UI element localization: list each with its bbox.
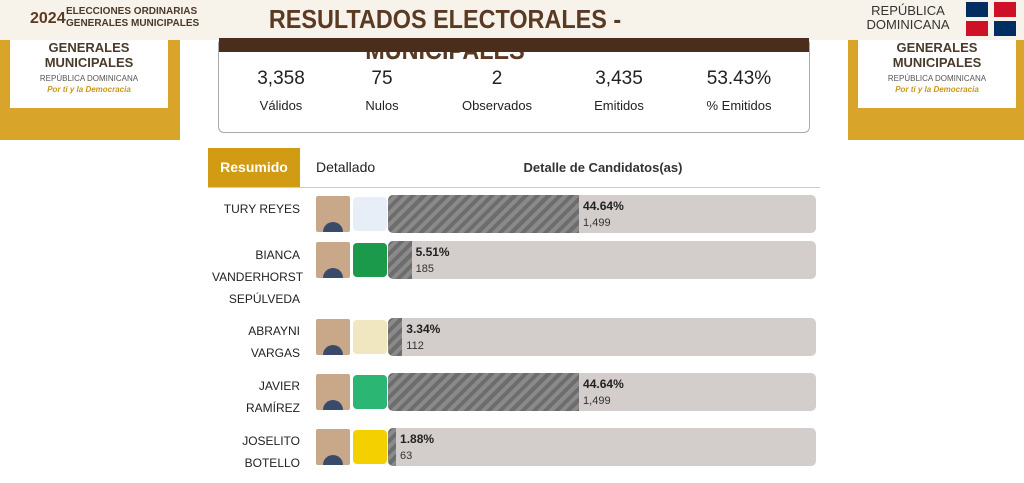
side-slogan: Por ti y la Democracia <box>47 85 131 94</box>
stat-label: % Emitidos <box>706 98 772 113</box>
votes: 112 <box>406 340 424 352</box>
stat-label: Emitidos <box>594 98 644 113</box>
stat: 53.43% % Emitidos <box>679 68 799 113</box>
percent: 1.88% <box>400 432 435 446</box>
result-fill <box>388 241 412 279</box>
votes: 1,499 <box>583 217 611 229</box>
percent: 44.64% <box>583 377 624 391</box>
candidate-photo <box>316 196 350 232</box>
result-fill <box>388 318 403 356</box>
stats-card: 3,358 Válidos 75 Nulos 2 Observados 3,435 Emiti… <box>218 38 810 133</box>
percent: 3.34% <box>406 322 441 336</box>
side-title: GENERALES MUNICIPALES <box>44 40 134 70</box>
side-card: GENERALES MUNICIPALES REPÚBLICA DOMINICA… <box>858 40 1016 108</box>
logo-line: GENERALES MUNICIPALES <box>66 18 200 29</box>
result-fill <box>388 428 397 466</box>
stat-label: Válidos <box>259 98 303 113</box>
card-band <box>219 38 809 52</box>
party-logo <box>353 375 387 409</box>
candidate-photo <box>316 429 350 465</box>
candidate-name: JAVIER RAMÍREZ <box>246 379 300 415</box>
votes: 185 <box>415 263 434 275</box>
section-title: Detalle de Candidatos(as) <box>523 160 683 175</box>
logo-line: ELECCIONES ORDINARIAS <box>66 6 198 17</box>
stat-value: 3,435 <box>595 68 643 89</box>
side-panel: GENERALES MUNICIPALES REPÚBLICA DOMINICA… <box>0 40 180 140</box>
flag <box>966 2 1016 36</box>
percent: 44.64% <box>583 199 624 213</box>
candidate-name: ABRAYNI VARGAS <box>248 324 300 360</box>
stat-label: Observados <box>461 98 533 113</box>
side-subtitle: REPÚBLICA DOMINICANA <box>39 74 139 83</box>
candidate-photo <box>316 319 350 355</box>
result-bar: 3.34% 112 <box>388 318 816 356</box>
side-title: GENERALES MUNICIPALES <box>892 40 982 70</box>
logo-text: ELECCIONES ORDINARIAS GENERALES MUNICIPAL… <box>66 6 199 30</box>
result-bar: 44.64% 1,499 <box>388 373 816 411</box>
party-logo <box>353 243 387 277</box>
stat: 75 Nulos <box>322 68 442 113</box>
side-subtitle: REPÚBLICA DOMINICANA <box>887 74 987 83</box>
result-bar: 44.64% 1,499 <box>388 195 816 233</box>
candidate-photo <box>316 242 350 278</box>
votes: 63 <box>400 450 413 462</box>
stat-label: Nulos <box>365 98 399 113</box>
result-bar: 5.51% 185 <box>388 241 816 279</box>
stat-value: 3,358 <box>257 68 305 89</box>
logo-year: 2024 <box>30 10 66 27</box>
stat-value: 53.43% <box>706 68 772 89</box>
side-card: GENERALES MUNICIPALES REPÚBLICA DOMINICA… <box>10 40 168 108</box>
side-slogan: Por ti y la Democracia <box>895 85 979 94</box>
party-logo <box>353 197 387 231</box>
percent: 5.51% <box>415 245 450 259</box>
divider <box>208 187 820 188</box>
stat: 3,435 Emitidos <box>559 68 679 113</box>
stat-value: 75 <box>371 68 393 89</box>
stat: 3,358 Válidos <box>221 68 341 113</box>
votes: 1,499 <box>583 395 611 407</box>
party-logo <box>353 320 387 354</box>
header: 2024 ELECCIONES ORDINARIAS GENERALES MUNI… <box>0 0 1024 65</box>
country: REPÚBLICA DOMINICANA <box>866 3 950 32</box>
result-fill <box>388 195 580 233</box>
result-fill <box>388 373 580 411</box>
stat: 2 Observados <box>437 68 557 113</box>
result-bar: 1.88% 63 <box>388 428 816 466</box>
candidate-name: JOSELITO BOTELLO <box>242 434 300 470</box>
tab[interactable]: Detallado <box>316 159 376 175</box>
side-panel: GENERALES MUNICIPALES REPÚBLICA DOMINICA… <box>848 40 1024 140</box>
candidate-name: TURY REYES <box>223 202 300 216</box>
candidate-photo <box>316 374 350 410</box>
stat-value: 2 <box>491 68 503 89</box>
party-logo <box>353 430 387 464</box>
tab[interactable]: Resumido <box>208 148 300 187</box>
candidate-name: BIANCA VANDERHORST SEPÚLVEDA <box>212 248 304 306</box>
